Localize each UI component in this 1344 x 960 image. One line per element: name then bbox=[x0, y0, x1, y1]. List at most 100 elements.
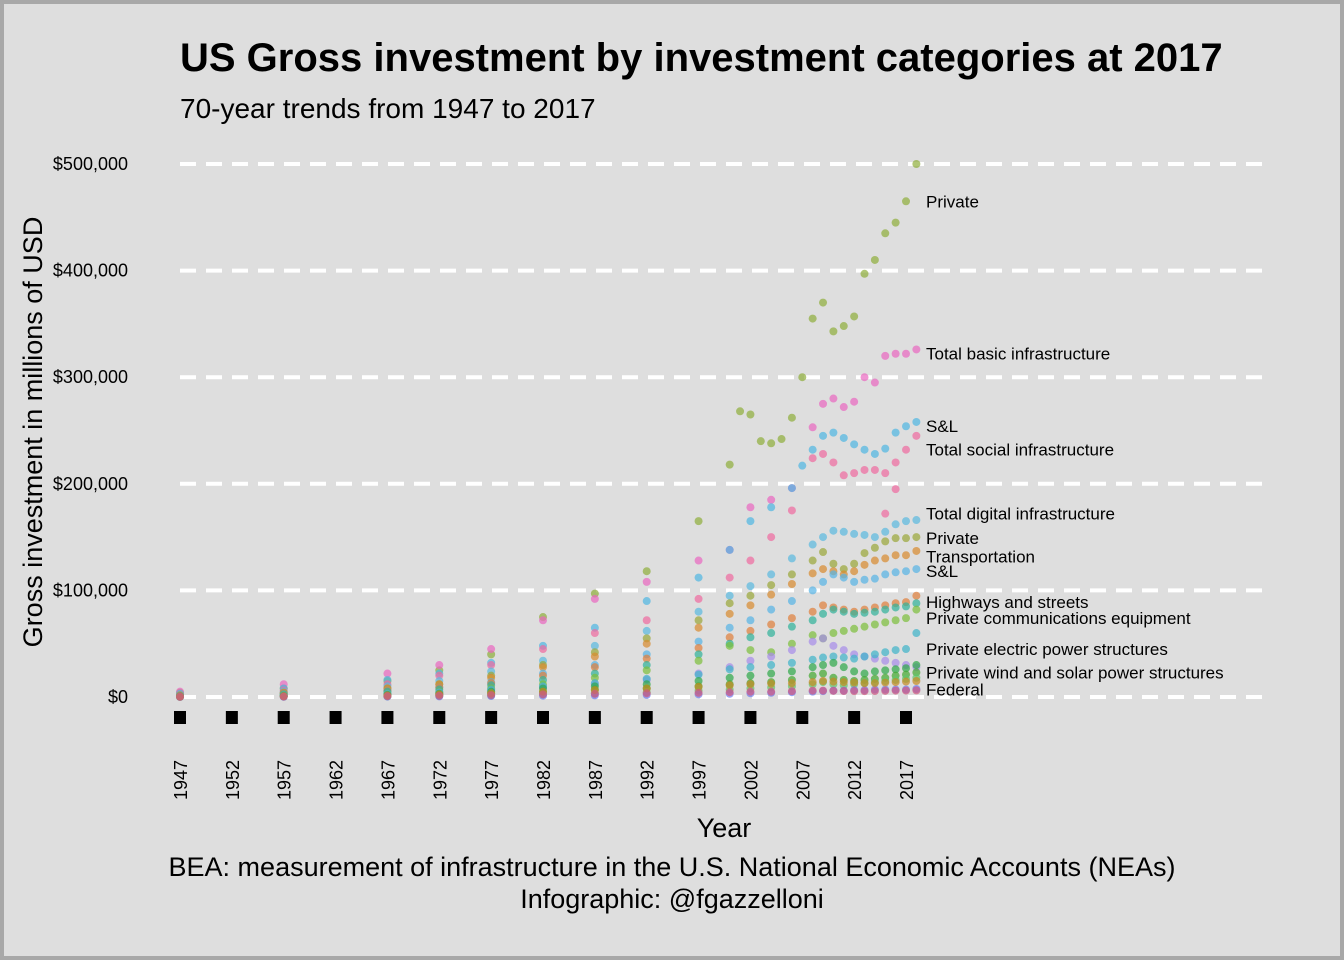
data-point bbox=[850, 312, 859, 321]
data-point bbox=[787, 554, 796, 563]
data-point bbox=[850, 567, 859, 576]
x-tick-label: 1952 bbox=[223, 760, 243, 800]
data-point bbox=[767, 503, 776, 512]
data-point bbox=[694, 670, 703, 679]
data-point bbox=[829, 570, 838, 579]
data-point bbox=[808, 454, 817, 463]
data-point bbox=[767, 629, 776, 638]
data-point bbox=[725, 688, 734, 697]
series-end-label: Private wind and solar power structures bbox=[926, 663, 1224, 682]
data-point bbox=[839, 653, 848, 662]
data-point bbox=[767, 687, 776, 696]
data-point bbox=[870, 574, 879, 583]
data-point bbox=[808, 637, 817, 646]
data-point bbox=[902, 614, 910, 623]
data-point bbox=[767, 570, 776, 579]
data-series bbox=[176, 599, 921, 701]
data-point bbox=[902, 551, 910, 560]
data-point bbox=[642, 597, 651, 606]
data-point bbox=[725, 545, 734, 554]
data-point bbox=[829, 686, 838, 695]
data-point bbox=[642, 654, 651, 663]
data-point bbox=[850, 687, 859, 696]
series-end-label: Total basic infrastructure bbox=[926, 345, 1110, 364]
data-point bbox=[891, 658, 900, 667]
data-point bbox=[694, 637, 703, 646]
series-end-label: S&L bbox=[926, 417, 958, 436]
data-point bbox=[850, 440, 859, 449]
series-end-label: Total social infrastructure bbox=[926, 441, 1114, 460]
data-point bbox=[746, 633, 755, 642]
data-point bbox=[891, 686, 900, 695]
data-point bbox=[725, 591, 734, 600]
data-point bbox=[902, 664, 910, 673]
data-point bbox=[787, 506, 796, 515]
x-tick-mark bbox=[588, 711, 601, 724]
data-point bbox=[839, 607, 848, 616]
data-point bbox=[891, 568, 900, 577]
series-end-label: Highways and streets bbox=[926, 593, 1089, 612]
y-axis-title: Gross investment in millions of USD bbox=[18, 217, 48, 648]
data-point bbox=[902, 602, 910, 611]
data-point bbox=[725, 623, 734, 632]
data-point bbox=[860, 373, 869, 382]
x-tick-label: 2002 bbox=[741, 760, 761, 800]
data-point bbox=[850, 678, 859, 687]
data-point bbox=[829, 605, 838, 614]
data-point bbox=[912, 599, 921, 608]
x-tick-label: 1987 bbox=[586, 760, 606, 800]
data-point bbox=[746, 680, 755, 689]
data-point bbox=[912, 591, 921, 600]
data-point bbox=[839, 573, 848, 582]
data-point bbox=[746, 616, 755, 625]
data-point bbox=[839, 527, 848, 536]
data-point bbox=[881, 537, 890, 546]
data-point bbox=[902, 445, 910, 454]
data-point bbox=[539, 616, 547, 625]
data-point bbox=[829, 677, 838, 686]
data-point bbox=[767, 605, 776, 614]
data-point bbox=[870, 607, 879, 616]
data-point bbox=[819, 449, 828, 458]
data-point bbox=[694, 650, 703, 659]
data-point bbox=[383, 692, 392, 701]
data-series bbox=[176, 345, 921, 696]
data-point bbox=[870, 465, 879, 474]
data-point bbox=[891, 485, 900, 494]
data-point bbox=[746, 517, 755, 526]
data-point bbox=[881, 469, 890, 478]
data-point bbox=[902, 645, 910, 654]
data-point bbox=[590, 594, 599, 603]
data-point bbox=[725, 599, 734, 608]
data-point bbox=[860, 560, 869, 569]
data-point bbox=[808, 423, 817, 432]
data-point bbox=[383, 669, 392, 678]
data-point bbox=[881, 686, 890, 695]
series-end-label: Private bbox=[926, 529, 979, 548]
data-series bbox=[176, 686, 921, 701]
data-series bbox=[176, 160, 921, 697]
data-series bbox=[176, 431, 921, 699]
data-point bbox=[539, 645, 547, 654]
x-tick-mark bbox=[381, 711, 394, 724]
y-tick-label: $100,000 bbox=[53, 580, 128, 600]
data-point bbox=[787, 484, 796, 493]
data-point bbox=[829, 658, 838, 667]
data-point bbox=[590, 689, 599, 698]
data-point bbox=[891, 551, 900, 560]
data-point bbox=[808, 631, 817, 640]
data-point bbox=[902, 567, 910, 576]
data-point bbox=[819, 661, 828, 670]
data-point bbox=[642, 567, 651, 576]
data-point bbox=[746, 601, 755, 610]
data-point bbox=[590, 629, 599, 638]
data-point bbox=[860, 575, 869, 584]
data-point bbox=[850, 609, 859, 618]
data-point bbox=[860, 622, 869, 631]
data-point bbox=[912, 160, 921, 168]
data-point bbox=[694, 517, 703, 526]
data-point bbox=[829, 394, 838, 403]
data-point bbox=[870, 255, 879, 264]
x-tick-label: 1972 bbox=[430, 760, 450, 800]
data-point bbox=[839, 687, 848, 696]
